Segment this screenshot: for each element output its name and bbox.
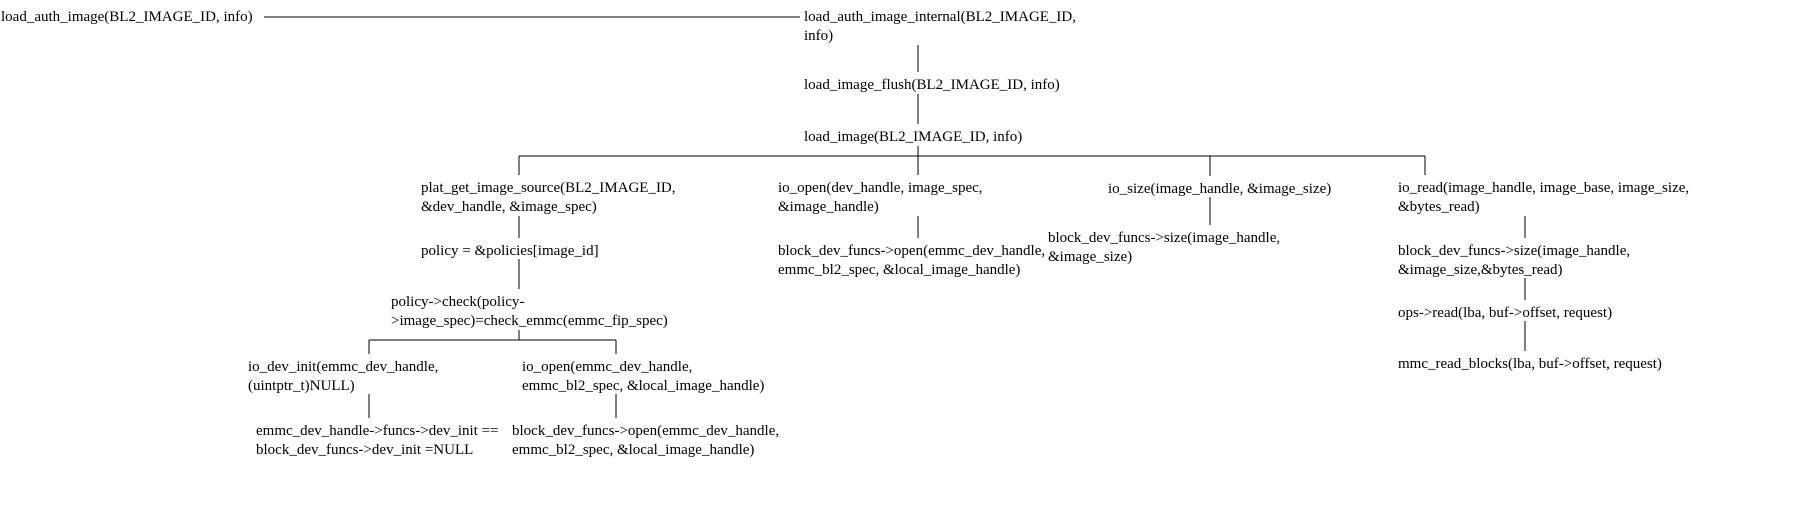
node-block-dev-size1: block_dev_funcs->size(image_handle, &ima… [1048,229,1348,267]
node-label: policy->check(policy->image_spec)=check_… [391,294,668,329]
node-policy-assignment: policy = &policies[image_id] [421,242,671,261]
node-io-open-dev-handle: io_open(dev_handle, image_spec, &image_h… [778,179,1068,217]
node-label: emmc_dev_handle->funcs->dev_init == bloc… [256,423,502,458]
node-io-open-emmc: io_open(emmc_dev_handle, emmc_bl2_spec, … [522,358,782,396]
node-label: load_image_flush(BL2_IMAGE_ID, info) [804,77,1060,93]
node-label: load_image(BL2_IMAGE_ID, info) [804,129,1022,145]
node-label: policy = &policies[image_id] [421,243,599,259]
node-label: load_auth_image(BL2_IMAGE_ID, info) [1,9,253,25]
node-policy-check: policy->check(policy->image_spec)=check_… [391,293,681,331]
node-label: io_size(image_handle, &image_size) [1108,181,1331,197]
node-label: io_open(emmc_dev_handle, emmc_bl2_spec, … [522,359,764,394]
node-label: ops->read(lba, buf->offset, request) [1398,305,1612,321]
node-load-image-flush: load_image_flush(BL2_IMAGE_ID, info) [804,76,1094,95]
node-dev-init-null: emmc_dev_handle->funcs->dev_init == bloc… [256,422,516,460]
call-tree-diagram: load_auth_image(BL2_IMAGE_ID, info) load… [0,0,1814,520]
node-plat-get-image-source: plat_get_image_source(BL2_IMAGE_ID, &dev… [421,179,701,217]
node-label: block_dev_funcs->size(image_handle, &ima… [1398,243,1634,278]
node-block-dev-open2: block_dev_funcs->open(emmc_dev_handle, e… [778,242,1078,280]
node-label: block_dev_funcs->open(emmc_dev_handle, e… [512,423,783,458]
node-block-dev-size2: block_dev_funcs->size(image_handle, &ima… [1398,242,1688,280]
node-label: block_dev_funcs->open(emmc_dev_handle, e… [778,243,1049,278]
node-label: io_read(image_handle, image_base, image_… [1398,180,1693,215]
node-mmc-read-blocks: mmc_read_blocks(lba, buf->offset, reques… [1398,355,1698,374]
node-io-read: io_read(image_handle, image_base, image_… [1398,179,1698,217]
node-label: io_open(dev_handle, image_spec, &image_h… [778,180,986,215]
node-block-dev-open1: block_dev_funcs->open(emmc_dev_handle, e… [512,422,802,460]
node-load-auth-image: load_auth_image(BL2_IMAGE_ID, info) [1,8,271,27]
node-load-auth-image-internal: load_auth_image_internal(BL2_IMAGE_ID, i… [804,8,1084,46]
node-io-size: io_size(image_handle, &image_size) [1108,180,1368,199]
node-load-image: load_image(BL2_IMAGE_ID, info) [804,128,1064,147]
node-label: load_auth_image_internal(BL2_IMAGE_ID, i… [804,9,1080,44]
node-ops-read: ops->read(lba, buf->offset, request) [1398,304,1688,323]
node-label: block_dev_funcs->size(image_handle, &ima… [1048,230,1284,265]
node-label: plat_get_image_source(BL2_IMAGE_ID, &dev… [421,180,679,215]
node-label: io_dev_init(emmc_dev_handle, (uintptr_t)… [248,359,442,394]
node-io-dev-init: io_dev_init(emmc_dev_handle, (uintptr_t)… [248,358,508,396]
node-label: mmc_read_blocks(lba, buf->offset, reques… [1398,356,1662,372]
